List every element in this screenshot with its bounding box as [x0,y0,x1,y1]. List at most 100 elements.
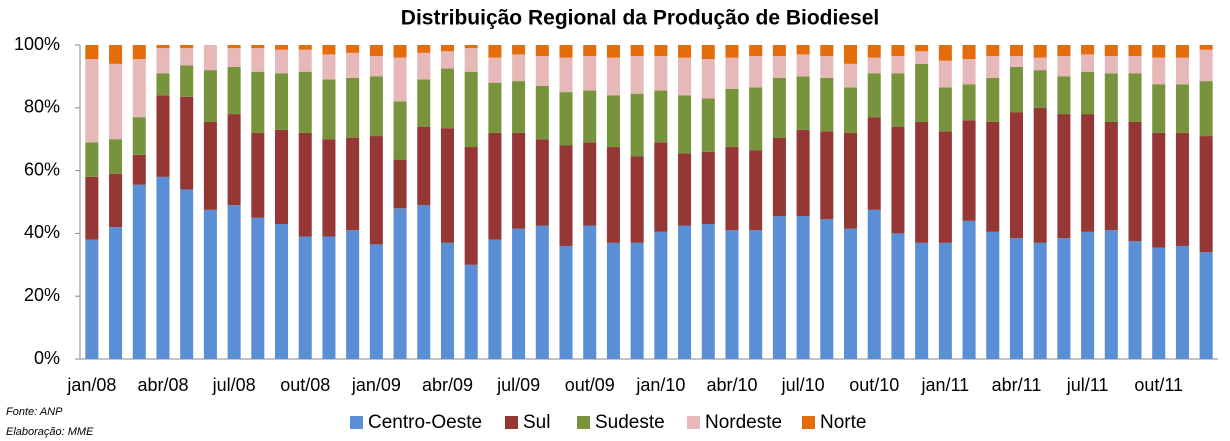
bar-segment [915,121,929,243]
bar-segment [1175,84,1189,133]
bar-segment [986,121,1000,232]
bar-segment [1057,114,1071,239]
bar-segment [1033,57,1047,71]
bar-segment [606,57,620,96]
bar-segment [867,117,881,210]
bar-segment [606,95,620,148]
bar-segment [749,150,763,231]
bar-segment [109,139,123,174]
bar-segment [867,73,881,118]
bar-segment [464,48,478,72]
bar-segment [417,45,431,53]
bar-segment [938,242,952,359]
bar-segment [1009,238,1023,359]
bar-segment [630,93,644,157]
bar-segment [701,59,715,99]
bar-segment [678,57,692,96]
bar-segment [535,85,549,140]
bar-segment [796,129,810,217]
bar-segment [1081,45,1095,55]
x-tick-label: out/08 [280,375,330,395]
bar-segment [1175,132,1189,246]
bar-segment [369,45,383,56]
bar-segment [891,45,905,56]
bar-segment [512,54,526,82]
bar-segment [275,49,289,74]
bar-segment [440,51,454,69]
bar-segment [85,239,99,359]
bar-segment [962,45,976,60]
bar-segment [85,59,99,143]
bar-segment [938,60,952,88]
bar-segment [820,45,834,56]
legend-label: Centro-Oeste [368,412,482,433]
bar-segment [867,57,881,74]
x-tick-label: jan/10 [635,375,685,395]
x-tick-label: jan/09 [351,375,401,395]
bar-segment [654,142,668,232]
bar-segment [796,76,810,130]
bar-segment [772,55,786,78]
bar-segment [1152,84,1166,133]
bar-segment [393,45,407,58]
bar-segment [156,176,170,359]
bar-segment [535,45,549,56]
bar-segment [962,84,976,121]
bar-segment [1104,55,1118,74]
bar-segment [583,55,597,91]
bar-segment [725,230,739,359]
bar-segment [322,54,336,80]
x-tick-label: abr/08 [137,375,188,395]
bar-segment [986,45,1000,56]
bar-segment [180,96,194,190]
bar-segment [488,239,502,359]
bar-segment [559,245,573,359]
bar-segment [654,55,668,91]
bar-segment [891,73,905,127]
bar-segment [1175,57,1189,85]
bar-segment [203,121,217,210]
x-tick-label: jul/09 [496,375,540,395]
bar-segment [606,147,620,243]
bar-segment [844,132,858,229]
bar-segment [844,228,858,359]
footnote: Fonte: ANP [6,406,63,418]
x-tick-label: out/10 [849,375,899,395]
bar-segment [606,45,620,58]
bar-segment [583,225,597,359]
bar-segment [962,59,976,85]
bar-segment [891,55,905,74]
bar-segment [464,45,478,49]
bar-segment [678,153,692,226]
bar-segment [986,231,1000,359]
bar-segment [1009,112,1023,239]
bar-segment [1104,121,1118,231]
legend-label: Norte [820,412,866,433]
bar-segment [583,90,597,143]
bar-segment [1033,45,1047,58]
bar-segment [488,45,502,58]
bar-segment [1175,45,1189,58]
bar-segment [701,45,715,60]
bar-segment [796,45,810,55]
bar-segment [844,63,858,88]
x-tick-label: abr/09 [422,375,473,395]
bar-segment [654,90,668,143]
bar-segment [227,205,241,359]
bar-segment [820,55,834,78]
bar-segment [251,48,265,72]
bar-segment [630,242,644,359]
bar-segment [346,137,360,231]
bar-segment [535,55,549,86]
bar-segment [1104,45,1118,56]
bar-segment [275,73,289,130]
bar-segment [109,227,123,359]
bar-segment [1009,55,1023,67]
x-tick-label: jul/10 [781,375,825,395]
bar-segment [203,45,217,71]
bar-segment [606,242,620,359]
bar-segment [986,55,1000,78]
bar-segment [962,120,976,221]
legend-swatch [505,416,518,429]
bar-segment [891,233,905,359]
